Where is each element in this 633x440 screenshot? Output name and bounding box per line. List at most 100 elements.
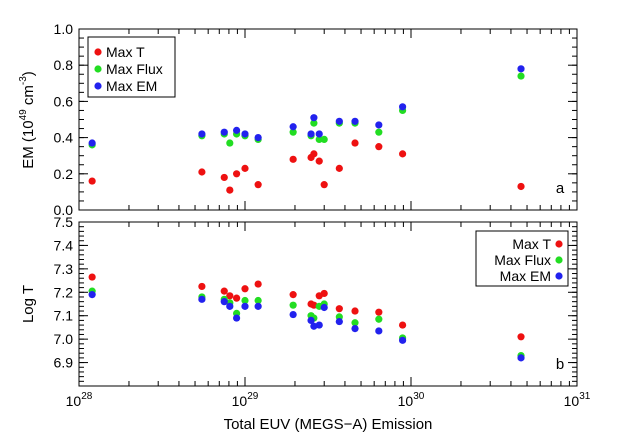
data-point bbox=[220, 287, 228, 295]
data-point bbox=[517, 354, 525, 362]
data-point bbox=[198, 295, 206, 303]
x-tick-exponent: 28 bbox=[81, 391, 93, 402]
data-point bbox=[289, 291, 297, 299]
data-point bbox=[320, 289, 328, 298]
data-point bbox=[220, 128, 228, 136]
data-point bbox=[375, 315, 383, 323]
data-point bbox=[226, 302, 234, 310]
y-axis-title-exponent: 49 bbox=[18, 109, 29, 121]
y-tick-label: 7.1 bbox=[54, 308, 74, 324]
y-axis-title-unit-exponent: -3 bbox=[18, 76, 29, 85]
panel-letter: a bbox=[556, 180, 565, 197]
x-tick-base: 10 bbox=[398, 393, 414, 409]
data-point bbox=[232, 294, 241, 302]
data-point bbox=[320, 135, 328, 144]
x-tick-label: 1031 bbox=[564, 391, 591, 409]
data-point bbox=[398, 103, 407, 111]
y-tick-label: 6.9 bbox=[54, 355, 74, 371]
data-point bbox=[351, 325, 359, 333]
data-point bbox=[320, 303, 328, 312]
data-point bbox=[88, 139, 96, 147]
data-point bbox=[289, 301, 297, 309]
data-point bbox=[398, 336, 407, 344]
data-point bbox=[289, 123, 297, 131]
data-point bbox=[289, 128, 297, 136]
data-point bbox=[517, 65, 525, 73]
x-tick-exponent: 30 bbox=[413, 391, 425, 402]
legend-label: Max Flux bbox=[494, 252, 551, 268]
x-axis-title: Total EUV (MEGS−A) Emission bbox=[224, 416, 433, 433]
data-point bbox=[315, 135, 323, 144]
y-tick-label: 0.2 bbox=[54, 166, 74, 182]
y-axis-title: EM (1049 cm-3) bbox=[18, 71, 37, 169]
data-point bbox=[375, 128, 383, 136]
data-point bbox=[198, 130, 206, 138]
x-tick-exponent: 31 bbox=[579, 391, 591, 402]
y-axis-title-main: EM (10 bbox=[20, 120, 37, 168]
data-point bbox=[335, 305, 343, 313]
data-point bbox=[351, 319, 359, 327]
data-point bbox=[220, 298, 228, 306]
data-point bbox=[351, 139, 359, 147]
data-point bbox=[375, 327, 383, 335]
legend-marker bbox=[94, 82, 102, 90]
data-point bbox=[198, 168, 206, 176]
legend-label: Max EM bbox=[106, 78, 157, 94]
panel-letter: b bbox=[556, 356, 564, 373]
data-point bbox=[226, 292, 234, 300]
data-point bbox=[254, 181, 262, 189]
legend-marker bbox=[555, 272, 563, 280]
legend-box bbox=[87, 36, 176, 98]
data-point bbox=[88, 273, 96, 281]
y-tick-label: 7.0 bbox=[54, 331, 74, 347]
series-max-t bbox=[88, 273, 525, 341]
y-tick-label: 7.3 bbox=[54, 261, 74, 277]
series-max-flux bbox=[88, 287, 525, 360]
legend-label: Max T bbox=[512, 236, 551, 252]
data-point bbox=[335, 117, 343, 125]
data-point bbox=[398, 321, 407, 329]
data-point bbox=[351, 117, 359, 125]
x-tick-base: 10 bbox=[564, 393, 580, 409]
data-point bbox=[241, 302, 249, 310]
data-point bbox=[88, 177, 96, 185]
x-tick-label: 1028 bbox=[66, 391, 93, 409]
data-point bbox=[232, 126, 241, 134]
legend-label: Max Flux bbox=[106, 61, 163, 77]
data-point bbox=[310, 150, 318, 158]
data-point bbox=[517, 182, 525, 191]
y-axis-title-unit: cm bbox=[20, 85, 37, 109]
data-point bbox=[310, 119, 318, 127]
legend-marker bbox=[94, 65, 102, 73]
data-point bbox=[226, 139, 234, 147]
data-point bbox=[254, 280, 262, 288]
data-point bbox=[289, 155, 297, 163]
data-point bbox=[307, 316, 315, 324]
x-tick-exponent: 29 bbox=[247, 391, 259, 402]
y-tick-label: 0.6 bbox=[54, 93, 74, 109]
data-point bbox=[307, 130, 315, 138]
data-point bbox=[351, 307, 359, 315]
data-point bbox=[254, 296, 262, 305]
y-tick-label: 0.4 bbox=[54, 130, 74, 146]
data-point bbox=[517, 72, 525, 80]
data-point bbox=[254, 134, 262, 142]
legend-marker bbox=[555, 240, 563, 248]
y-tick-label: 7.5 bbox=[54, 214, 74, 230]
x-tick-base: 10 bbox=[232, 393, 248, 409]
legend-marker bbox=[555, 256, 563, 264]
data-point bbox=[310, 114, 318, 122]
data-point bbox=[241, 285, 249, 293]
data-point bbox=[88, 291, 96, 299]
y-tick-label: 7.4 bbox=[54, 237, 74, 253]
data-point bbox=[375, 308, 383, 316]
x-tick-base: 10 bbox=[66, 393, 82, 409]
data-point bbox=[232, 314, 241, 322]
data-point bbox=[320, 181, 328, 189]
data-point bbox=[241, 296, 249, 305]
x-tick-label: 1030 bbox=[398, 391, 425, 409]
y-tick-label: 7.2 bbox=[54, 284, 74, 300]
